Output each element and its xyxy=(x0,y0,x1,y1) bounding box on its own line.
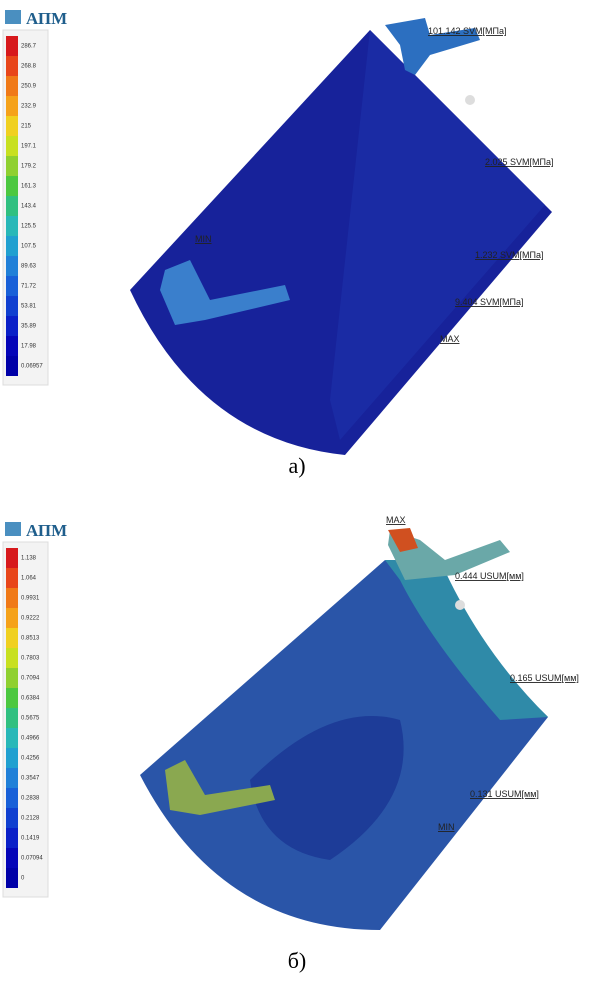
legend-swatch xyxy=(6,136,18,156)
legend-swatch xyxy=(6,96,18,116)
legend-swatch xyxy=(6,588,18,608)
legend-label: 0.9222 xyxy=(21,616,40,622)
legend-swatch xyxy=(6,828,18,848)
logo: АПМ xyxy=(26,9,67,28)
legend-label: 161.3 xyxy=(21,184,37,190)
legend-swatch xyxy=(6,336,18,356)
legend-label: 0.7803 xyxy=(21,656,40,662)
legend-swatch xyxy=(6,116,18,136)
annotation: 9.404 SVM[МПа] xyxy=(455,297,524,307)
caption: б) xyxy=(288,948,307,973)
legend-swatch xyxy=(6,56,18,76)
legend-label: 0.4256 xyxy=(21,756,40,762)
legend-label: 215 xyxy=(21,124,32,130)
logo-icon xyxy=(5,522,21,536)
annotation: MAX xyxy=(386,515,406,525)
legend-label: 35.89 xyxy=(21,324,37,330)
legend-label: 197.1 xyxy=(21,144,37,150)
legend-swatch xyxy=(6,256,18,276)
annotation: 0.444 USUM[мм] xyxy=(455,571,524,581)
legend-label: 0.07094 xyxy=(21,856,43,862)
legend-label: 0.7094 xyxy=(21,676,40,682)
legend-swatch xyxy=(6,76,18,96)
legend-swatch xyxy=(6,708,18,728)
legend-label: 0.6384 xyxy=(21,696,40,702)
legend-label: 0.1419 xyxy=(21,836,40,842)
legend-swatch xyxy=(6,648,18,668)
annotation: 101.142 SVM[МПа] xyxy=(428,26,507,36)
legend-label: 143.4 xyxy=(21,204,37,210)
legend-label: 0.8513 xyxy=(21,636,40,642)
caption: а) xyxy=(288,453,305,478)
legend-label: 71.72 xyxy=(21,284,37,290)
legend-swatch xyxy=(6,748,18,768)
legend-label: 0.5675 xyxy=(21,716,40,722)
legend-swatch xyxy=(6,156,18,176)
logo: АПМ xyxy=(26,521,67,540)
legend-label: 1.138 xyxy=(21,556,37,562)
legend-label: 1.064 xyxy=(21,576,37,582)
figure: АПМ 286.7 268.8 250.9 232.9 215 197.1 179.2 161.… xyxy=(0,0,594,987)
legend-label: 0.9931 xyxy=(21,596,40,602)
annotation: MAX xyxy=(440,334,460,344)
legend-swatch xyxy=(6,628,18,648)
legend-swatch xyxy=(6,668,18,688)
legend-swatch xyxy=(6,808,18,828)
legend-label: 107.5 xyxy=(21,244,37,250)
legend-swatch xyxy=(6,728,18,748)
legend-swatch xyxy=(6,36,18,56)
legend-swatch xyxy=(6,276,18,296)
legend-swatch xyxy=(6,568,18,588)
legend-label: 250.9 xyxy=(21,84,37,90)
legend-swatch xyxy=(6,788,18,808)
annotation: 0.131 USUM[мм] xyxy=(470,789,539,799)
model-a xyxy=(130,18,552,455)
logo-icon xyxy=(5,10,21,24)
legend-swatch xyxy=(6,608,18,628)
legend-label: 0.2838 xyxy=(21,796,40,802)
annotation: MIN xyxy=(438,822,455,832)
legend-swatch xyxy=(6,236,18,256)
model-b xyxy=(140,528,548,930)
annotation: MIN xyxy=(195,234,212,244)
legend-label: 268.8 xyxy=(21,64,37,70)
legend-label: 89.63 xyxy=(21,264,37,270)
legend-label: 17.98 xyxy=(21,344,37,350)
legend-swatch xyxy=(6,176,18,196)
legend-swatch xyxy=(6,296,18,316)
legend-swatch xyxy=(6,548,18,568)
legend-label: 0.06957 xyxy=(21,364,43,370)
annotation: 2.025 SVM[МПа] xyxy=(485,157,554,167)
legend-label: 232.9 xyxy=(21,104,37,110)
annotation: 1.232 SVM[МПа] xyxy=(475,250,544,260)
legend-label: 53.81 xyxy=(21,304,37,310)
legend-label: 286.7 xyxy=(21,44,37,50)
legend-label: 125.5 xyxy=(21,224,37,230)
legend-swatch xyxy=(6,316,18,336)
legend-label: 179.2 xyxy=(21,164,37,170)
annotation: 0.165 USUM[мм] xyxy=(510,673,579,683)
legend-swatch xyxy=(6,768,18,788)
legend-label: 0.4966 xyxy=(21,736,40,742)
legend-swatch xyxy=(6,356,18,376)
legend-label: 0.2128 xyxy=(21,816,40,822)
legend-swatch xyxy=(6,868,18,888)
legend-label: 0.3547 xyxy=(21,776,40,782)
legend-swatch xyxy=(6,688,18,708)
legend-swatch xyxy=(6,848,18,868)
legend-swatch xyxy=(6,216,18,236)
legend-swatch xyxy=(6,196,18,216)
